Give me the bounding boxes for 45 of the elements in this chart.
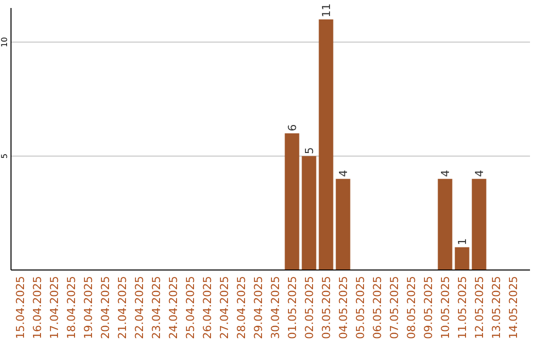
x-tick-label: 13.05.2025 bbox=[490, 276, 504, 339]
x-tick-label: 11.05.2025 bbox=[456, 276, 470, 339]
x-tick-label: 30.04.2025 bbox=[269, 276, 282, 339]
x-tick-label: 21.04.2025 bbox=[116, 276, 129, 339]
data-label: 11 bbox=[320, 3, 334, 18]
bar bbox=[454, 247, 470, 270]
data-label: 6 bbox=[286, 124, 300, 132]
data-label: 4 bbox=[473, 170, 486, 177]
x-tick-label: 26.04.2025 bbox=[200, 276, 214, 339]
x-tick-label: 04.05.2025 bbox=[337, 276, 350, 339]
x-tick-label: 02.05.2025 bbox=[303, 276, 316, 339]
x-tick-label: 22.04.2025 bbox=[132, 276, 146, 339]
bar bbox=[472, 178, 486, 270]
x-tick-label: 17.04.2025 bbox=[48, 276, 61, 339]
x-tick-label: 14.05.2025 bbox=[507, 276, 520, 339]
data-label: 1 bbox=[456, 238, 470, 246]
x-tick-label: 25.04.2025 bbox=[184, 276, 197, 339]
x-tick-label: 12.05.2025 bbox=[473, 276, 486, 339]
x-tick-label: 19.04.2025 bbox=[82, 276, 95, 339]
y-tick-label: 10 bbox=[0, 37, 9, 48]
x-tick-label: 29.04.2025 bbox=[252, 276, 265, 339]
x-tick-label: 01.05.2025 bbox=[286, 276, 300, 339]
x-tick-label: 08.05.2025 bbox=[405, 276, 418, 339]
x-tick-label: 20.04.2025 bbox=[98, 276, 112, 339]
bar bbox=[318, 19, 334, 270]
bar bbox=[336, 178, 350, 270]
x-tick-label: 16.04.2025 bbox=[30, 276, 44, 339]
x-tick-label: 10.05.2025 bbox=[439, 276, 452, 339]
bar bbox=[302, 156, 316, 270]
x-tick-label: 06.05.2025 bbox=[371, 276, 384, 339]
x-tick-label: 09.05.2025 bbox=[422, 276, 436, 339]
data-label: 4 bbox=[439, 170, 452, 177]
x-tick-label: 03.05.2025 bbox=[320, 276, 334, 339]
data-label: 4 bbox=[337, 170, 350, 177]
x-tick-label: 27.04.2025 bbox=[218, 276, 231, 339]
x-tick-label: 18.04.2025 bbox=[64, 276, 78, 339]
x-tick-label: 07.05.2025 bbox=[388, 276, 402, 339]
x-tick-label: 15.04.2025 bbox=[14, 276, 27, 339]
data-label: 5 bbox=[303, 147, 316, 154]
x-tick-label: 23.04.2025 bbox=[150, 276, 163, 339]
x-tick-label: 05.05.2025 bbox=[354, 276, 368, 339]
bar bbox=[438, 178, 452, 270]
bar bbox=[284, 133, 300, 270]
x-tick-label: 24.04.2025 bbox=[166, 276, 180, 339]
x-tick-label: 28.04.2025 bbox=[234, 276, 248, 339]
